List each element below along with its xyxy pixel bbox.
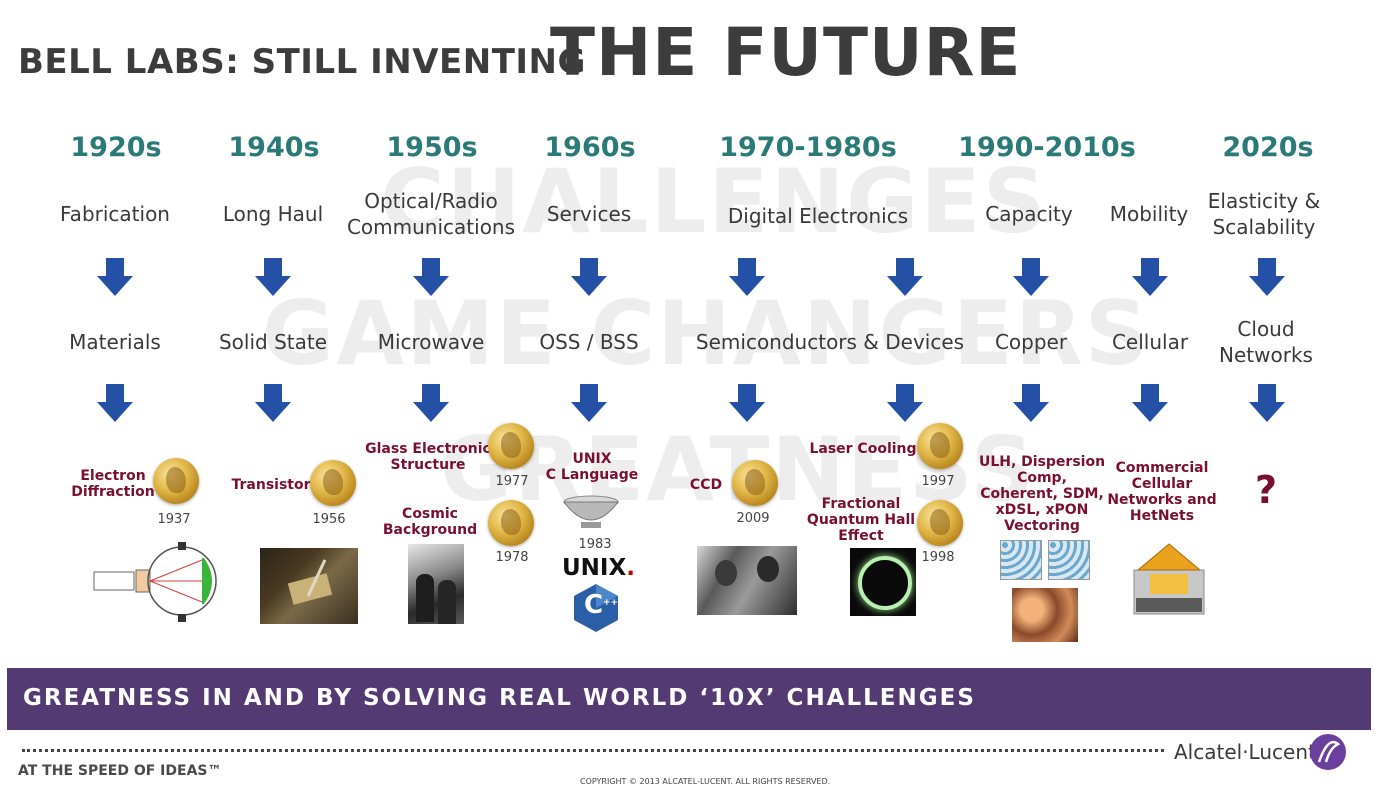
- challenge-optical-radio: Optical/Radio Communications: [346, 189, 516, 239]
- nobel-medal-icon: [488, 423, 534, 469]
- changer-cellular: Cellular: [1111, 330, 1189, 354]
- era-1970-1980s: 1970-1980s: [719, 132, 897, 163]
- invention-cellular-tech: Commercial Cellular Networks and HetNets: [1107, 460, 1217, 524]
- era-1920s: 1920s: [70, 132, 162, 163]
- invention-glass-electronic: Glass Electronic Structure: [365, 441, 491, 473]
- alcatel-lucent-logo-icon: [1310, 734, 1346, 770]
- down-arrow-icon: [729, 384, 765, 424]
- down-arrow-icon: [1132, 384, 1168, 424]
- nobel-medal-icon: [732, 460, 778, 506]
- nobel-medal-icon: [917, 423, 963, 469]
- invention-laser-cooling: Laser Cooling: [809, 441, 917, 457]
- changer-cloud-networks: Cloud Networks: [1219, 317, 1313, 367]
- constellation-chart-image: [1048, 540, 1090, 580]
- challenge-fabrication: Fabrication: [60, 202, 170, 226]
- changer-oss-bss: OSS / BSS: [539, 330, 639, 354]
- down-arrow-icon: [1013, 258, 1049, 298]
- cosmic-background-photo: [408, 544, 464, 624]
- down-arrow-icon: [1132, 258, 1168, 298]
- year-label: 2009: [736, 511, 770, 526]
- invention-copper-tech: ULH, Dispersion Comp, Coherent, SDM, xDS…: [978, 454, 1106, 534]
- down-arrow-icon: [413, 384, 449, 424]
- brand-name: Alcatel·Lucent: [1174, 740, 1316, 764]
- c-logo-letter: C: [584, 590, 604, 620]
- year-label: 1978: [495, 550, 529, 565]
- era-2020s: 2020s: [1222, 132, 1314, 163]
- copper-cable-photo: [1012, 588, 1078, 642]
- down-arrow-icon: [1013, 384, 1049, 424]
- changer-semiconductors: Semiconductors & Devices: [695, 330, 965, 354]
- down-arrow-icon: [571, 384, 607, 424]
- c-logo-plus: ++: [603, 598, 619, 608]
- year-label: 1977: [495, 474, 529, 489]
- down-arrow-icon: [1249, 258, 1285, 298]
- ccd-inventors-photo: [697, 546, 797, 615]
- unix-logo: UNIX.: [562, 555, 635, 581]
- down-arrow-icon: [97, 258, 133, 298]
- c-language-logo-icon: [574, 584, 618, 632]
- unix-logo-text: UNIX: [562, 555, 627, 581]
- diffraction-diagram-image: [93, 542, 217, 622]
- year-label: 1937: [157, 512, 191, 527]
- quantum-hall-image: [850, 548, 916, 616]
- dotted-divider: [22, 749, 1164, 752]
- down-arrow-icon: [97, 384, 133, 424]
- challenge-capacity: Capacity: [985, 202, 1073, 226]
- invention-ccd: CCD: [689, 477, 723, 493]
- era-1960s: 1960s: [544, 132, 636, 163]
- down-arrow-icon: [413, 258, 449, 298]
- invention-unix-c: UNIX C Language: [545, 451, 639, 483]
- changer-microwave: Microwave: [377, 330, 485, 354]
- era-1940s: 1940s: [228, 132, 320, 163]
- year-label: 1998: [921, 550, 955, 565]
- down-arrow-icon: [887, 384, 923, 424]
- nobel-medal-icon: [310, 460, 356, 506]
- challenge-services: Services: [546, 202, 632, 226]
- down-arrow-icon: [255, 384, 291, 424]
- invention-quantum-hall: Fractional Quantum Hall Effect: [806, 496, 916, 544]
- era-1950s: 1950s: [386, 132, 478, 163]
- nobel-medal-icon: [153, 458, 199, 504]
- silver-bowl-icon: [562, 495, 620, 528]
- footer-copyright: COPYRIGHT © 2013 ALCATEL-LUCENT. ALL RIG…: [580, 777, 831, 786]
- hetnet-device-image: [1133, 543, 1205, 615]
- invention-cosmic-background: Cosmic Background: [382, 506, 478, 538]
- down-arrow-icon: [1249, 384, 1285, 424]
- changer-solid-state: Solid State: [218, 330, 328, 354]
- bottom-banner: GREATNESS IN AND BY SOLVING REAL WORLD ‘…: [7, 668, 1371, 730]
- invention-transistor: Transistor: [231, 477, 311, 493]
- down-arrow-icon: [887, 258, 923, 298]
- challenge-digital-electronics: Digital Electronics: [727, 204, 909, 228]
- footer-tagline: AT THE SPEED OF IDEAS™: [18, 763, 222, 779]
- challenge-mobility: Mobility: [1109, 202, 1189, 226]
- constellation-chart-image: [1000, 540, 1042, 580]
- invention-electron-diffraction: Electron Diffraction: [71, 468, 155, 500]
- watermark-game-changers: GAME CHANGERS: [262, 282, 1151, 385]
- down-arrow-icon: [729, 258, 765, 298]
- title-prefix: BELL LABS: STILL INVENTING: [18, 42, 586, 82]
- unix-logo-dot: .: [626, 555, 635, 581]
- down-arrow-icon: [571, 258, 607, 298]
- year-label: 1983: [578, 537, 612, 552]
- title-main: THE FUTURE: [550, 14, 1022, 91]
- year-label: 1997: [921, 474, 955, 489]
- changer-copper: Copper: [994, 330, 1068, 354]
- transistor-photo: [260, 548, 358, 624]
- year-label: 1956: [312, 512, 346, 527]
- watermark-challenges: CHALLENGES: [380, 150, 1048, 253]
- future-question-mark: ?: [1254, 468, 1278, 512]
- challenge-long-haul: Long Haul: [222, 202, 324, 226]
- banner-text: GREATNESS IN AND BY SOLVING REAL WORLD ‘…: [23, 685, 976, 711]
- down-arrow-icon: [255, 258, 291, 298]
- changer-materials: Materials: [69, 330, 161, 354]
- nobel-medal-icon: [917, 500, 963, 546]
- nobel-medal-icon: [488, 500, 534, 546]
- challenge-elasticity: Elasticity & Scalability: [1207, 189, 1321, 239]
- era-1990-2010s: 1990-2010s: [958, 132, 1136, 163]
